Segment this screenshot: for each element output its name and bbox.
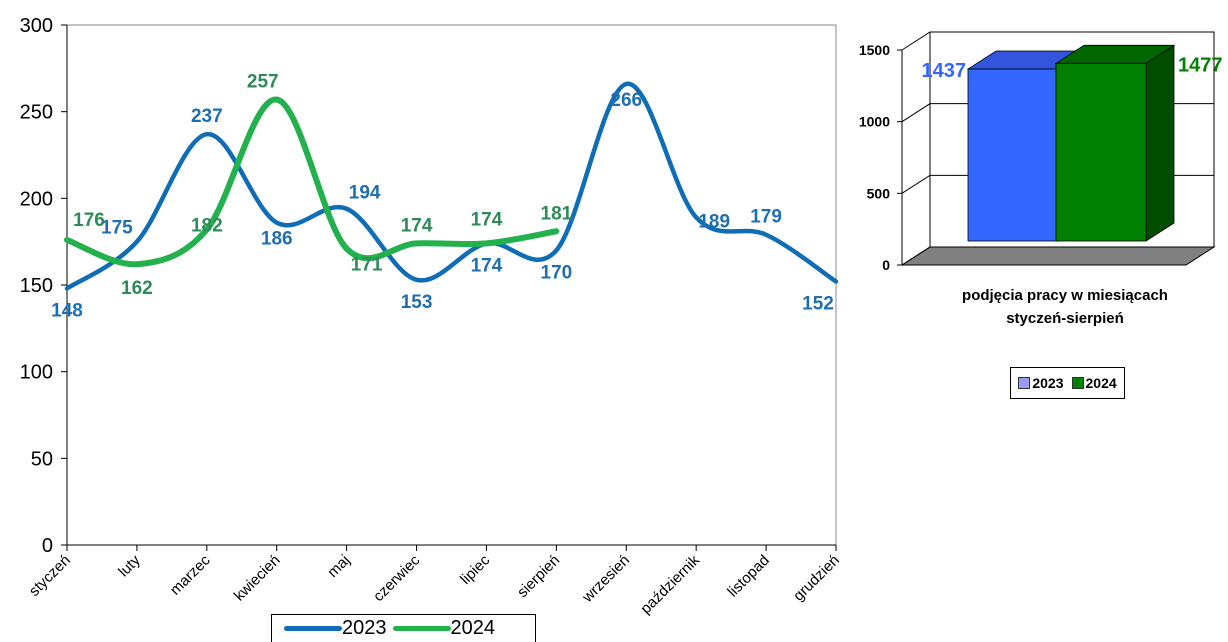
- x-tick-label: sierpień: [514, 552, 563, 601]
- data-label-2024: 171: [351, 255, 383, 276]
- y-tick-label: 150: [20, 275, 53, 297]
- bar-chart-title-line-1: podjęcia pracy w miesiącach: [962, 287, 1168, 304]
- data-label-2024: 174: [471, 209, 503, 230]
- floor: [900, 246, 1216, 266]
- data-label-2023: 186: [261, 229, 293, 250]
- bar-y-tick-label: 0: [882, 257, 890, 273]
- data-label-2023: 237: [191, 106, 223, 127]
- x-tick-label: październik: [637, 551, 703, 617]
- bar-2024: [1055, 62, 1147, 242]
- legend-line-2024: [392, 626, 451, 631]
- data-label-2023: 170: [541, 262, 573, 283]
- x-tick-label: lipiec: [457, 551, 494, 588]
- data-label-2024: 162: [121, 278, 153, 299]
- legend-line-2023: [284, 626, 342, 631]
- data-label-2023: 194: [349, 183, 381, 204]
- floor-edge: [901, 246, 931, 266]
- x-tick-label: wrzesień: [579, 552, 634, 607]
- x-tick-label: styczeń: [26, 552, 74, 600]
- y-tick-label: 100: [20, 362, 53, 384]
- data-label-2024: 182: [191, 216, 223, 237]
- x-tick-label: listopad: [724, 552, 773, 601]
- bar-chart-legend: 2023 2024: [1010, 367, 1125, 399]
- data-label-2023: 174: [471, 255, 503, 276]
- data-label-2023: 179: [750, 207, 782, 228]
- data-label-2023: 148: [51, 300, 83, 321]
- bar-legend-item-2023: 2023: [1018, 375, 1064, 391]
- y-tick-label: 250: [20, 102, 53, 124]
- legend-item-2023: 2023: [284, 617, 387, 640]
- y-tick-label: 200: [20, 188, 53, 210]
- bar-legend-swatch-2023: [1018, 377, 1031, 389]
- x-tick-label: kwiecień: [231, 552, 284, 605]
- x-tick-label: marzec: [167, 551, 214, 598]
- data-label-2024: 181: [541, 203, 573, 224]
- line-chart-legend: 2023 2024: [271, 614, 536, 642]
- data-label-2024: 176: [73, 210, 105, 231]
- x-tick-label: maj: [324, 552, 353, 581]
- legend-item-2024: 2024: [392, 617, 496, 640]
- data-label-2023: 152: [802, 294, 834, 315]
- x-tick-label: grudzień: [790, 552, 843, 605]
- y-tick-label: 300: [20, 15, 53, 37]
- series-line-2024: [64, 96, 560, 268]
- series-line-2023: [64, 81, 839, 291]
- bar-y-tick-label: 500: [867, 185, 891, 201]
- y-tick-label: 0: [42, 535, 53, 557]
- bar-legend-item-2024: 2024: [1071, 375, 1117, 391]
- bar-gridline: [901, 31, 1214, 51]
- data-label-2024: 174: [401, 215, 433, 236]
- bar-legend-swatch-2024: [1071, 377, 1084, 389]
- bar-chart-title: podjęcia pracy w miesiącach styczeń-sier…: [900, 284, 1228, 330]
- bar-legend-label-2023: 2023: [1032, 375, 1064, 391]
- legend-label-2024: 2024: [450, 617, 496, 639]
- data-label-2023: 175: [101, 218, 133, 239]
- x-tick-label: czerwiec: [370, 551, 424, 605]
- bar-value-label-2024: 1477: [1178, 54, 1223, 76]
- data-label-2023: 266: [610, 90, 642, 111]
- bar-side-2024: [1145, 44, 1175, 242]
- y-tick-label: 50: [31, 448, 53, 470]
- bar-legend-label-2024: 2024: [1085, 375, 1117, 391]
- x-tick-label: luty: [115, 551, 144, 580]
- data-label-2023: 153: [401, 292, 433, 313]
- data-label-2024: 257: [247, 72, 279, 93]
- plot-area: [66, 24, 837, 546]
- bar-y-tick-label: 1500: [859, 42, 890, 58]
- bar-2023: [967, 68, 1059, 242]
- data-label-2023: 189: [698, 211, 730, 232]
- bar-value-label-2023: 1437: [922, 60, 967, 82]
- bar-chart-title-line-2: styczeń-sierpień: [1006, 310, 1124, 327]
- bar-y-tick-label: 1000: [859, 114, 890, 130]
- legend-label-2023: 2023: [342, 617, 387, 639]
